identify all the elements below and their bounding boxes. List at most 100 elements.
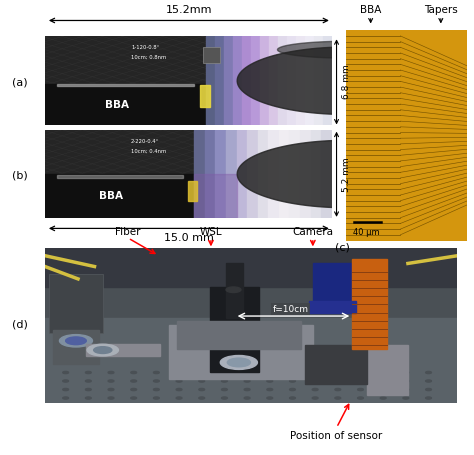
Circle shape [244, 397, 250, 399]
Bar [45, 174, 194, 218]
Circle shape [85, 371, 91, 374]
Polygon shape [237, 140, 346, 208]
Circle shape [290, 371, 295, 374]
Circle shape [380, 371, 386, 374]
Text: (d): (d) [12, 319, 27, 329]
Bar [278, 36, 287, 125]
Bar [310, 130, 321, 218]
Circle shape [312, 380, 318, 382]
Circle shape [290, 397, 295, 399]
Circle shape [226, 287, 241, 293]
Bar [45, 318, 457, 403]
Bar [290, 130, 300, 218]
Text: 10cm; 0.8nm: 10cm; 0.8nm [131, 55, 166, 60]
Text: (c): (c) [335, 243, 350, 253]
Text: 15.0 mm: 15.0 mm [164, 233, 214, 243]
Circle shape [63, 380, 69, 382]
Bar [45, 248, 457, 287]
Polygon shape [277, 41, 346, 58]
Bar [227, 263, 243, 318]
Text: BBA: BBA [99, 191, 123, 201]
Polygon shape [237, 47, 346, 115]
Bar [169, 325, 313, 379]
Circle shape [335, 389, 341, 390]
Circle shape [403, 380, 409, 382]
Circle shape [108, 380, 114, 382]
Circle shape [244, 389, 250, 390]
Bar [296, 36, 305, 125]
Bar [287, 36, 296, 125]
Circle shape [131, 380, 137, 382]
Circle shape [267, 371, 273, 374]
Text: Camera: Camera [292, 227, 333, 237]
Bar [268, 130, 279, 218]
Text: (b): (b) [12, 170, 27, 180]
Text: WSL: WSL [200, 227, 222, 237]
Circle shape [380, 389, 386, 390]
Bar [194, 174, 237, 218]
Bar [237, 130, 247, 218]
Circle shape [59, 334, 92, 347]
Bar [313, 263, 354, 310]
Text: BBA: BBA [105, 100, 129, 110]
Text: (a): (a) [12, 78, 27, 88]
Circle shape [244, 380, 250, 382]
Circle shape [312, 397, 318, 399]
Bar [86, 344, 161, 356]
Circle shape [108, 397, 114, 399]
Bar [194, 130, 205, 218]
Circle shape [154, 371, 159, 374]
Bar [177, 321, 301, 349]
Bar [323, 36, 332, 125]
Bar [300, 130, 310, 218]
Bar [258, 130, 268, 218]
Text: BBA: BBA [360, 5, 382, 15]
Circle shape [403, 371, 409, 374]
Circle shape [220, 355, 257, 369]
Circle shape [199, 397, 205, 399]
Bar [188, 181, 197, 201]
Text: 2-220-0.4°: 2-220-0.4° [131, 139, 159, 144]
Circle shape [94, 347, 112, 354]
Circle shape [154, 380, 159, 382]
Bar [224, 36, 233, 125]
Bar [247, 130, 258, 218]
Text: 6.8 mm: 6.8 mm [342, 65, 351, 99]
Bar [352, 259, 387, 349]
Bar [305, 36, 314, 125]
Bar [305, 345, 367, 384]
Circle shape [426, 371, 431, 374]
Text: 5.2 mm: 5.2 mm [342, 157, 351, 192]
Bar [203, 47, 220, 63]
Circle shape [290, 380, 295, 382]
Circle shape [85, 380, 91, 382]
Circle shape [290, 389, 295, 390]
Circle shape [176, 389, 182, 390]
Bar [269, 36, 278, 125]
Bar [205, 130, 215, 218]
Circle shape [335, 380, 341, 382]
Circle shape [335, 397, 341, 399]
Bar [53, 330, 99, 364]
Circle shape [403, 389, 409, 390]
Text: f=10cm: f=10cm [273, 305, 309, 314]
Circle shape [335, 371, 341, 374]
Bar [233, 36, 242, 125]
Circle shape [357, 371, 364, 374]
Circle shape [131, 371, 137, 374]
Circle shape [267, 397, 273, 399]
Text: Position of sensor: Position of sensor [291, 431, 383, 441]
Bar [260, 36, 269, 125]
Circle shape [85, 389, 91, 390]
Circle shape [426, 380, 431, 382]
Circle shape [63, 371, 69, 374]
Circle shape [85, 397, 91, 399]
Circle shape [176, 380, 182, 382]
Circle shape [221, 389, 228, 390]
Bar [309, 301, 356, 313]
Circle shape [63, 397, 69, 399]
Circle shape [176, 397, 182, 399]
Text: 15.2mm: 15.2mm [165, 5, 212, 15]
Circle shape [221, 397, 228, 399]
Bar [200, 85, 210, 107]
